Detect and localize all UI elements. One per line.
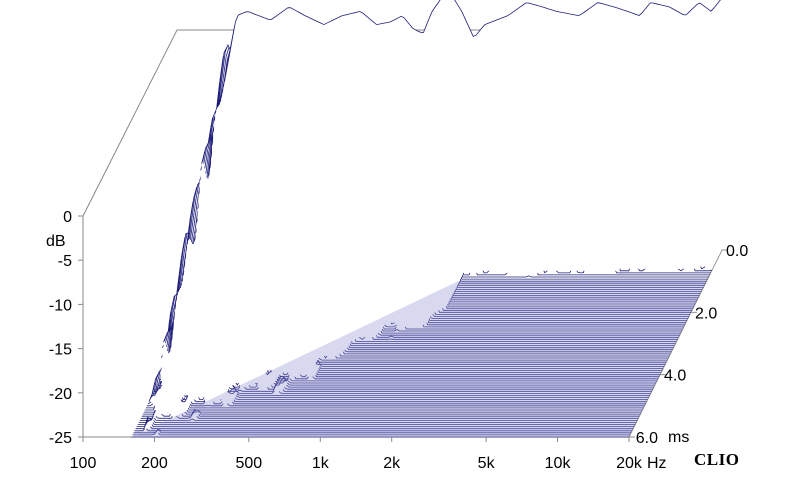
y-tick-label: -25	[49, 430, 72, 447]
y-tick-label: -10	[49, 297, 72, 314]
z-tick-label: 0.0	[726, 243, 748, 260]
brand-logo: CLIO	[694, 450, 739, 469]
y-tick-label: 0	[63, 209, 72, 226]
y-unit-label: dB	[46, 233, 66, 250]
x-tick-label: 20k	[616, 455, 643, 472]
decay-trace	[146, 360, 645, 407]
decay-trace	[150, 358, 649, 398]
decay-trace	[140, 411, 639, 419]
decay-trace	[138, 418, 637, 423]
decay-trace	[139, 416, 638, 421]
decay-trace	[135, 419, 634, 430]
x-tick-label: 10k	[545, 455, 572, 472]
y-axis: 0 -5 -10 -15 -20 -25	[49, 209, 83, 447]
time-axis: 0.0 2.0 4.0 6.0	[629, 243, 748, 447]
x-tick-label: 500	[236, 455, 263, 472]
x-axis: 100 200 500 1k 2k 5k 10k 20k	[70, 437, 643, 472]
decay-trace	[137, 417, 636, 425]
decay-trace	[145, 364, 644, 409]
x-tick-label: 2k	[383, 455, 401, 472]
z-tick-label: 2.0	[695, 305, 717, 322]
x-unit-label: Hz	[647, 455, 667, 472]
decay-traces	[131, 0, 722, 438]
decay-trace	[132, 430, 630, 436]
decay-trace	[136, 416, 635, 428]
decay-trace	[153, 352, 651, 394]
x-tick-label: 5k	[478, 455, 496, 472]
y-tick-label: -5	[58, 253, 72, 270]
decay-trace	[156, 323, 654, 388]
decay-trace	[224, 0, 721, 83]
decay-trace	[142, 392, 641, 415]
decay-trace	[152, 352, 650, 396]
z-tick-label: 6.0	[636, 430, 658, 447]
decay-trace	[134, 427, 633, 432]
decay-trace	[141, 402, 640, 417]
decay-trace	[133, 428, 632, 434]
x-tick-label: 1k	[312, 455, 330, 472]
decay-trace	[144, 372, 643, 411]
trace-fill	[224, 0, 722, 250]
decay-trace	[154, 345, 652, 392]
decay-trace	[155, 334, 653, 390]
y-tick-label: -15	[49, 342, 72, 359]
z-tick-label: 4.0	[664, 368, 686, 385]
decay-floor	[131, 281, 707, 437]
decay-trace	[143, 384, 642, 413]
x-tick-label: 200	[141, 455, 168, 472]
x-tick-label: 100	[70, 455, 97, 472]
y-tick-label: -20	[49, 386, 72, 403]
z-unit-label: ms	[668, 429, 689, 446]
